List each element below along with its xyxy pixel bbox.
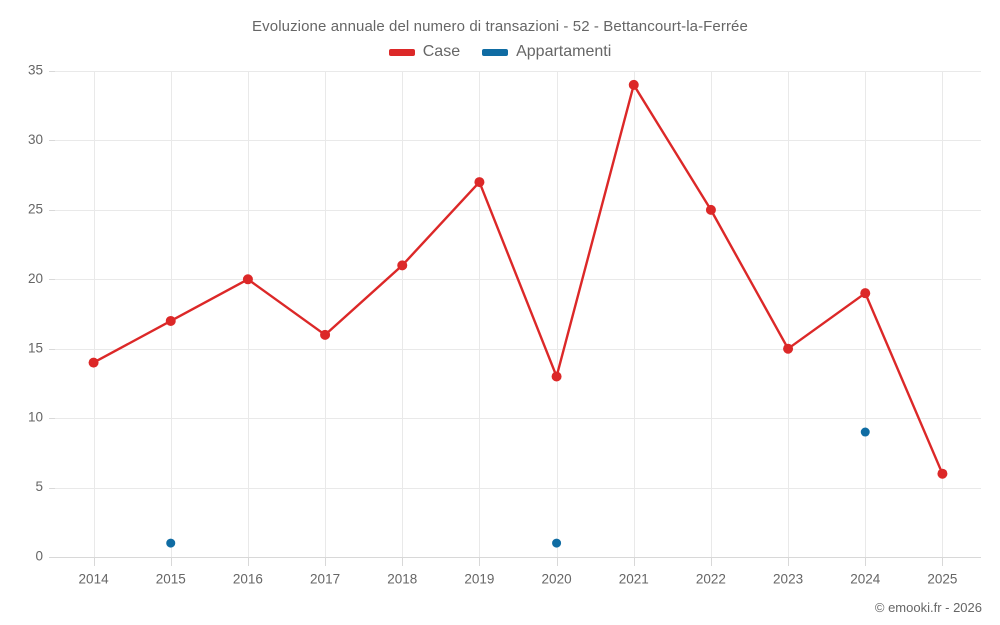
y-gridlines — [55, 71, 981, 558]
legend-item-appartamenti[interactable]: Appartamenti — [482, 44, 611, 60]
x-axis-tick-label: 2019 — [464, 572, 494, 587]
data-point[interactable] — [552, 538, 562, 548]
data-point[interactable] — [860, 427, 870, 437]
data-point[interactable] — [705, 204, 716, 215]
x-axis-tick-label: 2022 — [696, 572, 726, 587]
y-axis-tick-label: 5 — [35, 479, 43, 494]
y-axis-tick-label: 35 — [28, 63, 43, 78]
x-axis-tick-label: 2014 — [79, 572, 110, 587]
data-point[interactable] — [166, 538, 176, 548]
data-point[interactable] — [397, 260, 408, 271]
data-point[interactable] — [937, 468, 948, 479]
x-axis-tick-label: 2025 — [927, 572, 957, 587]
legend-label-appartamenti: Appartamenti — [516, 43, 612, 60]
y-axis-tick-label: 30 — [28, 132, 43, 147]
x-axis-tick-label: 2023 — [773, 572, 803, 587]
y-axis-tick-label: 20 — [28, 271, 43, 286]
series-line-case — [92, 83, 944, 475]
legend-label-case: Case — [422, 43, 461, 60]
legend-item-case[interactable]: Case — [388, 43, 461, 60]
data-point[interactable] — [165, 315, 176, 326]
series-case — [88, 79, 948, 479]
data-point[interactable] — [242, 274, 253, 285]
series-appartamenti — [166, 427, 870, 548]
x-axis-tick-label: 2017 — [310, 572, 340, 587]
data-point[interactable] — [783, 343, 794, 354]
x-gridlines — [94, 71, 943, 566]
data-point[interactable] — [474, 177, 485, 188]
data-point[interactable] — [88, 357, 99, 368]
y-axis-tick-label: 15 — [28, 340, 43, 355]
y-axis-tick-label: 25 — [28, 201, 43, 216]
data-point[interactable] — [860, 288, 871, 299]
legend-swatch-appartamenti — [482, 48, 509, 56]
y-axis-tick-label: 0 — [35, 549, 43, 564]
x-axis-tick-label: 2015 — [156, 572, 186, 587]
chart-title: Evoluzione annuale del numero di transaz… — [252, 18, 748, 35]
x-axis-tick-label: 2020 — [542, 572, 572, 587]
data-point[interactable] — [320, 329, 331, 340]
chart-legend: Case Appartamenti — [0, 44, 1000, 60]
data-point[interactable] — [628, 79, 639, 90]
x-axis-tick-label: 2016 — [233, 572, 263, 587]
y-axis-tick-label: 10 — [28, 410, 43, 425]
data-point[interactable] — [551, 371, 562, 382]
x-axis-tick-label: 2024 — [850, 572, 881, 587]
x-axis-tick-label: 2021 — [619, 572, 649, 587]
legend-swatch-case — [388, 48, 415, 56]
x-axis-tick-label: 2018 — [387, 572, 417, 587]
copyright-credit: © emooki.fr - 2026 — [874, 600, 982, 615]
